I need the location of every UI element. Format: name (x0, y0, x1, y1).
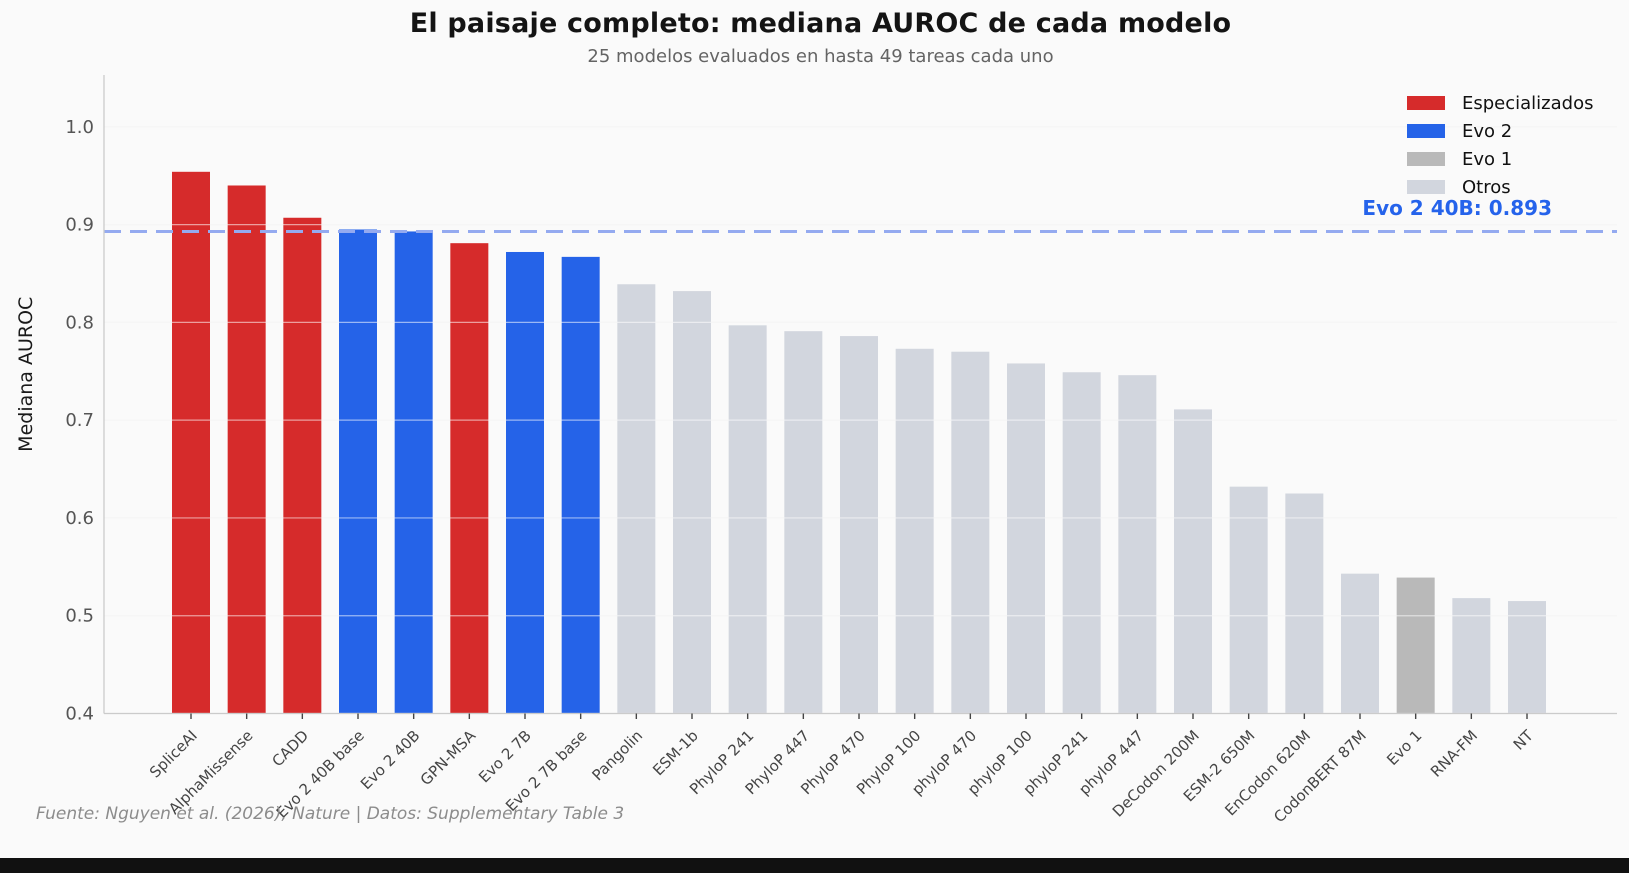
legend-swatch-especializados (1407, 96, 1445, 110)
legend-swatch-evo-1 (1407, 152, 1445, 166)
y-axis-label: Mediana AUROC (15, 297, 37, 452)
y-tick-label: 0.4 (65, 704, 94, 725)
y-tick-label: 0.5 (65, 606, 94, 627)
bottom-strip (0, 858, 1629, 873)
x-tick-label: Pangolin (588, 727, 646, 785)
bar-esm-2-650m (1229, 486, 1268, 714)
bar-nt (1508, 601, 1547, 714)
x-tick-label: Evo 1 (1383, 727, 1425, 769)
x-tick-label: Evo 2 40B (357, 727, 423, 793)
bar-cadd (283, 217, 322, 714)
legend-item-evo-2: Evo 2 (1407, 117, 1593, 145)
legend-label: Evo 2 (1462, 120, 1513, 142)
chart-legend: Especializados Evo 2 Evo 1 Otros (1407, 89, 1593, 201)
y-tick-label: 0.8 (65, 312, 94, 333)
bar-phylop-100-2 (1007, 363, 1046, 714)
bar-codonbert-87m (1341, 573, 1380, 714)
bar-phylop-447-2 (1118, 375, 1157, 714)
x-tick-label: GPN-MSA (417, 726, 480, 789)
bar-pangolin (617, 284, 656, 714)
legend-item-otros: Otros (1407, 173, 1593, 201)
legend-item-evo-1: Evo 1 (1407, 145, 1593, 173)
bar-evo-2-7b (506, 251, 545, 714)
bar-encodon-620m (1285, 493, 1324, 714)
bar-alphamissense (227, 185, 266, 714)
legend-label: Otros (1462, 176, 1511, 198)
x-tick-label: SpliceAI (146, 727, 201, 782)
bar-evo-2-40b (394, 231, 433, 714)
x-tick-label: RNA-FM (1427, 727, 1481, 781)
bar-rna-fm (1452, 598, 1491, 714)
legend-swatch-otros (1407, 180, 1445, 194)
y-tick-label: 0.6 (65, 508, 94, 529)
legend-swatch-evo-2 (1407, 124, 1445, 138)
x-tick-label: CADD (268, 727, 312, 771)
chart-subtitle: 25 modelos evaluados en hasta 49 tareas … (587, 46, 1054, 67)
y-tick-label: 0.7 (65, 410, 94, 431)
bar-gpn-msa (450, 243, 489, 714)
legend-item-especializados: Especializados (1407, 89, 1593, 117)
source-note: Fuente: Nguyen et al. (2026), Nature | D… (36, 804, 625, 824)
y-tick-label: 0.9 (65, 215, 94, 236)
reference-line-label: Evo 2 40B: 0.893 (1362, 196, 1552, 220)
bar-phylop-100 (895, 348, 934, 714)
bar-phylop-470 (840, 336, 879, 714)
x-tick-label: NT (1510, 726, 1538, 754)
legend-label: Especializados (1462, 92, 1594, 114)
bar-decodon-200m (1174, 409, 1213, 714)
legend-label: Evo 1 (1462, 148, 1513, 170)
bar-evo-2-40b-base (339, 229, 378, 714)
y-tick-label: 1.0 (65, 117, 94, 138)
bar-evo-2-7b-base (561, 256, 600, 714)
bar-esm-1b (673, 291, 712, 714)
bar-phylop-241 (728, 325, 767, 714)
bar-phylop-447 (784, 331, 823, 714)
bar-phylop-241-2 (1062, 372, 1101, 714)
chart-title: El paisaje completo: mediana AUROC de ca… (409, 8, 1232, 39)
bar-evo-1 (1396, 577, 1435, 714)
bar-spliceai (172, 171, 210, 714)
bar-phylop-470-2 (951, 351, 990, 714)
x-tick-label: ESM-1b (649, 727, 702, 780)
